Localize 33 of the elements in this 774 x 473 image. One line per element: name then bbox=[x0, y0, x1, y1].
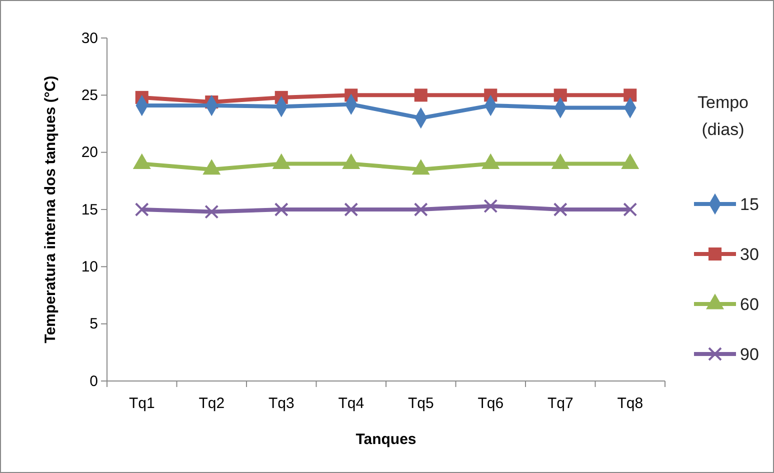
point bbox=[414, 88, 428, 102]
y-axis-title: Temperatura interna dos tanques (°C) bbox=[42, 76, 59, 344]
y-tick-label: 10 bbox=[81, 258, 98, 276]
x-tick-label: Tq2 bbox=[198, 395, 225, 412]
point bbox=[484, 199, 498, 214]
x-tick-label: Tq5 bbox=[408, 395, 434, 412]
x-tick-label: Tq1 bbox=[128, 395, 155, 412]
legend-title: Tempo (dias) bbox=[697, 93, 749, 140]
x-tick-label: Tq3 bbox=[268, 395, 294, 412]
y-tick-label: 15 bbox=[81, 201, 98, 218]
x-tick-label: Tq7 bbox=[547, 395, 574, 412]
legend-label: 60 bbox=[740, 295, 759, 314]
x-axis-title: Tanques bbox=[356, 431, 416, 448]
y-tick-label: 25 bbox=[81, 86, 98, 104]
point bbox=[344, 202, 358, 216]
y-tick-label: 30 bbox=[81, 30, 98, 47]
point bbox=[134, 202, 149, 216]
x-tick-label: Tq8 bbox=[617, 395, 644, 412]
y-tick-label: 5 bbox=[90, 316, 98, 333]
point bbox=[414, 202, 428, 216]
point bbox=[553, 202, 568, 216]
point bbox=[624, 88, 637, 102]
y-tick-label: 20 bbox=[81, 144, 98, 162]
point bbox=[623, 202, 638, 216]
y-tick-label: 0 bbox=[90, 372, 98, 390]
legend-label: 90 bbox=[740, 345, 759, 364]
legend-label: 30 bbox=[740, 245, 759, 264]
point bbox=[204, 204, 219, 219]
x-tick-label: Tq6 bbox=[478, 395, 504, 412]
point bbox=[554, 88, 567, 102]
point bbox=[274, 202, 288, 216]
legend-label: 15 bbox=[740, 195, 759, 214]
x-tick-label: Tq4 bbox=[338, 395, 364, 412]
